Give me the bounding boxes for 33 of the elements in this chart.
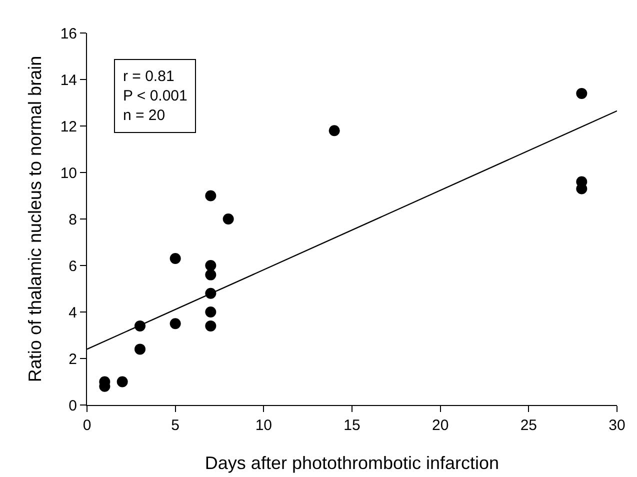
x-tick-label: 20 — [432, 417, 449, 434]
point — [576, 88, 588, 99]
y-tick-label: 16 — [60, 25, 77, 42]
annotation: n = 20 — [123, 107, 166, 124]
y-tick-label: 0 — [68, 397, 77, 414]
y-tick-label: 6 — [68, 258, 77, 275]
x-tick-label: 5 — [171, 417, 180, 434]
y-tick-label: 8 — [68, 211, 77, 228]
point — [205, 320, 216, 332]
x-axis-title: Days after photothrombotic infarction — [204, 453, 500, 473]
point — [170, 318, 181, 330]
x-tick-label: 0 — [82, 417, 92, 434]
annotation: P < 0.001 — [123, 88, 188, 104]
point — [205, 269, 216, 280]
point — [116, 376, 128, 388]
x-tick-label: 30 — [608, 417, 626, 434]
x-tick-label: 10 — [255, 417, 272, 434]
point — [205, 190, 216, 202]
point — [205, 306, 216, 318]
point — [170, 253, 181, 264]
x-tick-label: 25 — [520, 417, 538, 434]
point — [205, 260, 216, 271]
annotation: r = 0.81 — [123, 68, 174, 85]
y-tick-label: 4 — [68, 304, 77, 322]
y-tick-label: 14 — [60, 72, 77, 89]
point — [134, 344, 146, 355]
y-tick-label: 2 — [68, 350, 77, 368]
y-axis-title: Ratio of thalamic nucleus to normal brain — [25, 56, 45, 382]
x-tick-label: 15 — [344, 417, 360, 434]
point — [328, 125, 340, 136]
point — [222, 214, 234, 224]
y-tick-label: 10 — [60, 164, 77, 182]
y-tick-label: 12 — [60, 118, 77, 136]
